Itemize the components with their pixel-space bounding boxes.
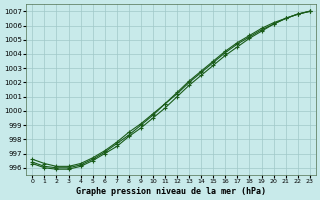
X-axis label: Graphe pression niveau de la mer (hPa): Graphe pression niveau de la mer (hPa): [76, 187, 266, 196]
